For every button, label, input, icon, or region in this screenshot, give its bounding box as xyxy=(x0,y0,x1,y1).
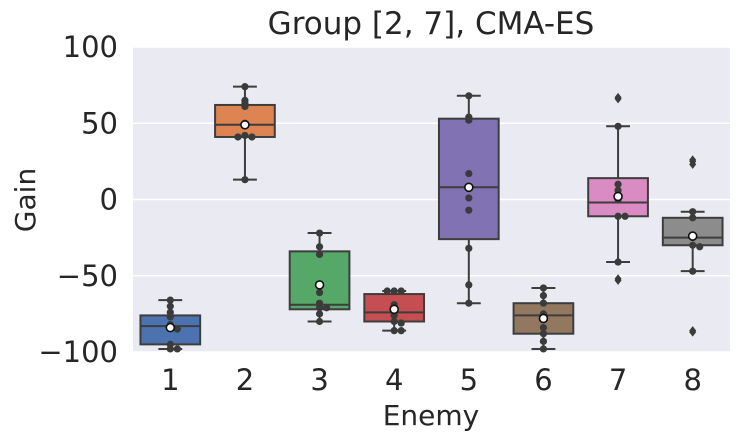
data-point xyxy=(315,250,324,258)
data-point xyxy=(166,296,174,304)
data-point xyxy=(234,133,242,141)
mean-marker xyxy=(240,119,250,130)
data-point xyxy=(465,299,473,307)
x-tick-label: 3 xyxy=(310,363,328,397)
x-axis-label: Enemy xyxy=(383,399,480,432)
data-point xyxy=(322,304,331,312)
data-point xyxy=(241,83,249,91)
y-tick-label: 50 xyxy=(81,106,118,140)
data-point xyxy=(465,281,473,289)
x-tick-label: 8 xyxy=(683,363,701,397)
data-point xyxy=(465,169,473,178)
x-tick-label: 6 xyxy=(534,363,552,397)
data-point xyxy=(689,208,697,216)
data-point xyxy=(166,313,174,321)
data-point xyxy=(315,243,324,251)
box-group-enemy-7 xyxy=(587,92,649,285)
mean-marker xyxy=(464,182,474,193)
data-point xyxy=(614,180,622,188)
data-point xyxy=(696,243,704,251)
data-point xyxy=(241,131,249,140)
data-point xyxy=(390,317,398,326)
data-point xyxy=(614,212,622,220)
data-point xyxy=(390,287,398,295)
box-group-enemy-3 xyxy=(288,229,351,326)
mean-marker xyxy=(687,231,698,241)
y-tick-label: −100 xyxy=(38,335,118,369)
data-point xyxy=(614,258,622,266)
data-point xyxy=(315,317,324,326)
y-tick-label: 0 xyxy=(100,183,118,217)
x-tick-label: 5 xyxy=(460,363,478,397)
data-point xyxy=(315,229,324,237)
data-point xyxy=(539,330,548,338)
box-group-enemy-2 xyxy=(214,83,276,184)
outlier-point xyxy=(614,275,622,285)
mean-marker xyxy=(613,191,623,202)
mean-marker xyxy=(538,313,549,324)
box-group-enemy-5 xyxy=(437,92,500,307)
outlier-point xyxy=(689,159,697,169)
data-point xyxy=(689,214,697,222)
data-point xyxy=(397,287,405,295)
data-point xyxy=(621,212,629,220)
data-point xyxy=(689,267,697,275)
data-point xyxy=(539,324,548,332)
data-point xyxy=(173,345,181,353)
outlier-point xyxy=(689,327,697,337)
data-point xyxy=(397,319,405,327)
data-point xyxy=(465,92,473,100)
y-axis-label: Gain xyxy=(9,168,42,232)
x-tick-label: 7 xyxy=(609,363,627,397)
boxes xyxy=(139,83,724,353)
outlier-point xyxy=(614,94,622,104)
x-tick-label: 4 xyxy=(385,363,403,397)
data-point xyxy=(248,133,256,141)
data-point xyxy=(241,102,249,111)
y-tick-label: 100 xyxy=(63,30,118,64)
box-group-enemy-6 xyxy=(512,284,575,353)
data-point xyxy=(173,325,181,333)
data-point xyxy=(390,327,398,335)
box-group-enemy-4 xyxy=(363,287,426,335)
chart-title: Group [2, 7], CMA-ES xyxy=(268,6,595,42)
data-point xyxy=(315,310,324,318)
box-group-enemy-8 xyxy=(661,155,724,337)
mean-marker xyxy=(389,304,399,315)
box-group-enemy-1 xyxy=(139,296,202,353)
data-point xyxy=(166,302,174,310)
x-axis-ticks: 1 2 3 4 5 6 7 8 xyxy=(161,363,702,397)
data-point xyxy=(465,244,473,252)
data-point xyxy=(397,327,405,335)
data-point xyxy=(383,287,391,295)
data-point xyxy=(539,291,548,300)
data-point xyxy=(465,206,473,214)
data-point xyxy=(166,345,174,353)
data-point xyxy=(465,116,473,124)
x-tick-label: 1 xyxy=(161,363,179,397)
y-tick-label: −50 xyxy=(57,259,118,293)
data-point xyxy=(689,241,697,249)
data-point xyxy=(539,345,548,353)
x-tick-label: 2 xyxy=(236,363,254,397)
data-point xyxy=(614,122,622,130)
data-point xyxy=(539,337,548,345)
data-point xyxy=(465,194,473,202)
mean-marker xyxy=(314,280,325,290)
box-iqr xyxy=(437,117,500,241)
data-point xyxy=(241,176,249,184)
data-point xyxy=(315,304,324,312)
mean-marker xyxy=(165,322,176,333)
data-point xyxy=(539,299,548,307)
data-point xyxy=(315,288,324,297)
data-point xyxy=(539,284,548,292)
y-axis-ticks: 100 50 0 −50 −100 xyxy=(38,30,118,369)
